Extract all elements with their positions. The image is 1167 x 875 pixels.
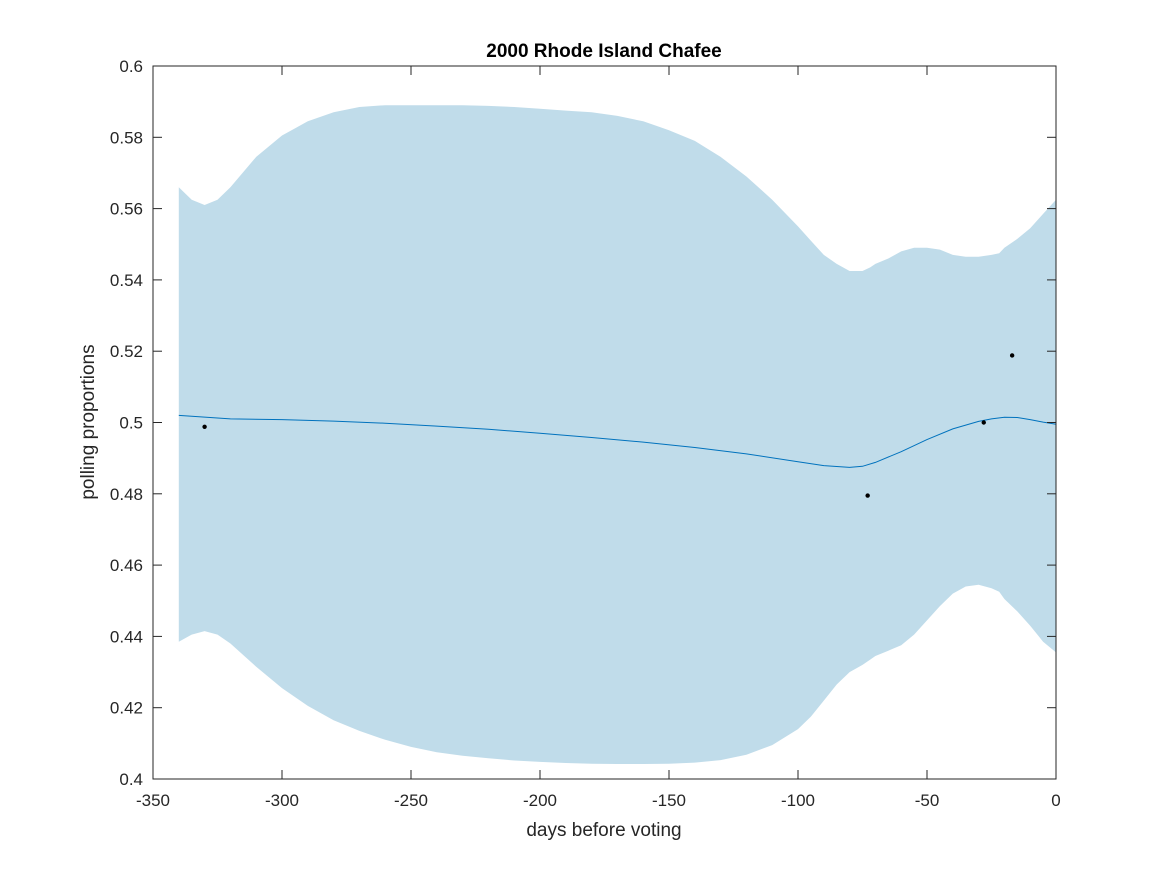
x-axis-label: days before voting: [526, 820, 681, 841]
poll-point: [1009, 353, 1015, 358]
axis-ticks: -350 -300 -250 -200 -150 -100 -50 0 0.4 0.42 0.44 0…: [110, 57, 1061, 810]
y-tick-label: 0.52: [110, 342, 143, 361]
fitted-trend-line: [178, 414, 1057, 468]
y-tick-label: 0.58: [110, 128, 143, 147]
x-tick-label: 0: [1051, 791, 1060, 810]
y-tick-label: 0.46: [110, 556, 143, 575]
x-tick-label: -100: [781, 791, 815, 810]
chart-title: 2000 Rhode Island Chafee: [486, 41, 721, 62]
poll-points: [202, 353, 1015, 498]
confidence-band: [178, 105, 1057, 764]
x-tick-label: -300: [265, 791, 299, 810]
y-tick-label: 0.6: [119, 57, 143, 76]
y-tick-label: 0.42: [110, 699, 143, 718]
x-tick-label: -50: [915, 791, 940, 810]
poll-point: [202, 424, 207, 429]
y-tick-label: 0.4: [119, 770, 143, 789]
y-tick-label: 0.56: [110, 200, 143, 219]
x-tick-label: -200: [523, 791, 557, 810]
x-tick-label: -150: [652, 791, 686, 810]
poll-point: [865, 493, 870, 498]
x-tick-label: -350: [136, 791, 170, 810]
y-tick-label: 0.44: [110, 627, 143, 646]
y-tick-label: 0.48: [110, 485, 143, 504]
poll-point: [981, 420, 986, 425]
y-tick-label: 0.54: [110, 271, 143, 290]
y-tick-label: 0.5: [119, 414, 143, 433]
y-axis-label: polling proportions: [78, 344, 99, 499]
x-tick-label: -250: [394, 791, 428, 810]
